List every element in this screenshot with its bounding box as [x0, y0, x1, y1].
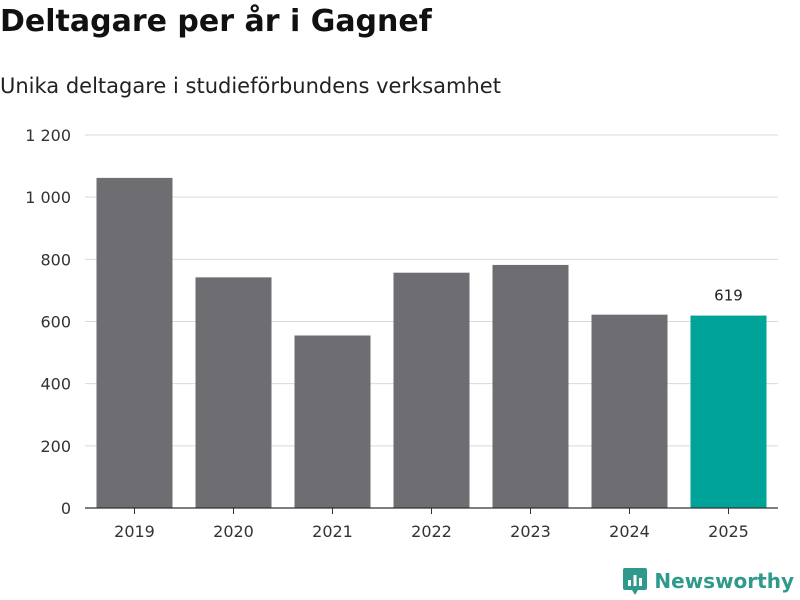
y-tick-label: 400	[40, 375, 71, 394]
bar	[96, 177, 173, 508]
data-label: 619	[714, 287, 743, 305]
y-tick-label: 1 200	[25, 126, 71, 145]
x-tick-label: 2019	[114, 522, 155, 541]
y-tick-label: 600	[40, 313, 71, 332]
bar	[690, 315, 767, 508]
brand-name: Newsworthy	[654, 569, 794, 593]
x-tick-label: 2023	[510, 522, 551, 541]
chart-subtitle: Unika deltagare i studieförbundens verks…	[0, 74, 501, 98]
y-tick-label: 200	[40, 437, 71, 456]
x-tick-label: 2025	[708, 522, 749, 541]
chart-title: Deltagare per år i Gagnef	[0, 4, 432, 39]
x-tick-label: 2021	[312, 522, 353, 541]
y-tick-label: 0	[61, 499, 71, 518]
brand-logo: Newsworthy	[622, 566, 794, 596]
x-tick-label: 2022	[411, 522, 452, 541]
y-tick-label: 1 000	[25, 188, 71, 207]
bar	[294, 335, 371, 508]
bar	[591, 314, 668, 508]
bar	[492, 264, 569, 508]
newsworthy-logo-icon	[623, 568, 648, 595]
y-tick-label: 800	[40, 250, 71, 269]
bar	[393, 272, 470, 508]
bar	[195, 277, 272, 508]
x-tick-label: 2020	[213, 522, 254, 541]
x-tick-label: 2024	[609, 522, 650, 541]
